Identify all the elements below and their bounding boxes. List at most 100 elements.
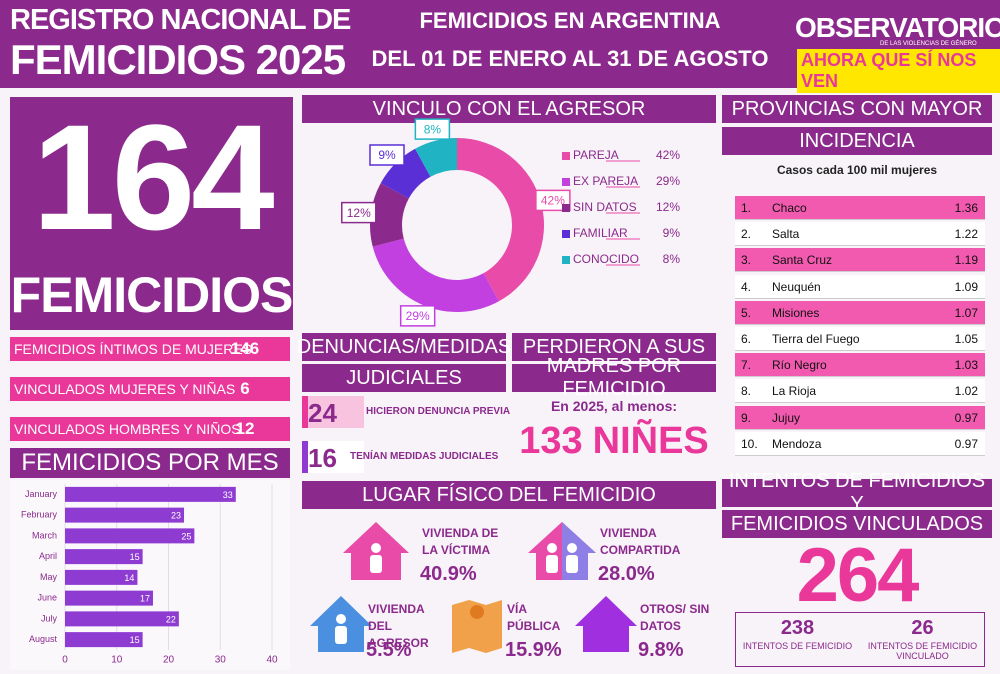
lugar-pct: 40.9% [420,563,477,585]
slice-label-box [414,118,451,140]
house-icon [310,596,372,652]
bar [65,507,185,523]
total-label: FEMICIDIOS [10,267,294,323]
y-tick-label: June [37,593,57,603]
prov-rank: 10. [741,436,758,451]
prov-name: Misiones [772,305,820,320]
prov-row [735,248,985,273]
lugar-label: VÍA PÚBLICA [507,602,561,633]
legend-label: EX PAREJA [573,174,638,188]
intento-label: INTENTOS DE FEMICIDIO [742,641,853,651]
bar [65,569,138,585]
legend-value: 12% [656,200,680,214]
legend-swatch [562,230,570,238]
total-box [10,97,293,330]
madres-value: 133 [519,420,583,462]
bar-value-label: 15 [130,552,140,562]
legend-swatch [562,152,570,160]
bar-value-label: 22 [166,614,176,624]
y-tick-label: May [40,572,58,582]
title-line2: FEMICIDIOS 2025 [10,36,346,83]
prov-rate: 1.22 [954,227,978,242]
x-tick-label: 10 [111,655,123,666]
slice-label: 29% [406,309,430,323]
slice-label-box [535,189,571,212]
bar-value-label: 23 [171,511,181,521]
legend-label: CONOCIDO [573,252,639,266]
legend-value: 9% [663,226,681,240]
bar [65,549,143,565]
y-tick-label: April [39,551,57,561]
prov-rate: 1.09 [954,279,978,294]
prov-row [735,327,985,351]
bar-value-label: 33 [223,490,233,500]
breakdown-bar [10,417,290,441]
bar-value-label: 25 [181,531,191,541]
madres-note: En 2025, al menos: [550,398,678,414]
legend-value: 8% [663,252,681,266]
prov-name: Neuquén [772,279,821,294]
donut-slice [380,148,431,199]
breakdown-bar [10,377,290,401]
prov-row [735,300,985,325]
legend-label: SIN DATOS [573,200,637,214]
prov-rate: 1.07 [954,305,978,320]
slice-label-box [369,144,405,166]
prov-rank: 8. [741,384,752,399]
prov-rate: 0.97 [954,410,978,425]
prov-name: Tierra del Fuego [772,332,860,346]
x-tick-label: 40 [266,655,278,666]
bar-value-label: 15 [130,635,140,645]
prov-rank: 2. [741,227,752,242]
bar [65,611,179,627]
prov-row [735,274,985,299]
map-icon [452,600,502,653]
prov-rate: 1.36 [954,201,978,215]
breakdown-label: VINCULADOS MUJERES Y NIÑAS [14,381,236,397]
intentos-box [735,612,985,667]
x-tick-label: 20 [163,655,175,666]
intentos-total: 264 [796,532,920,618]
prov-rank: 9. [741,410,752,425]
slice-label-box [399,305,436,327]
prov-name: Río Negro [772,358,827,373]
slice-label: 12% [347,206,371,220]
prov-row [735,353,985,378]
lugar-label: VIVIENDA DEL AGRESOR [368,602,429,650]
legend-label: FAMILIAR [573,226,628,240]
prov-rate: 1.19 [954,253,978,268]
prov-name: Mendoza [772,436,822,451]
legend-value: 42% [656,148,680,162]
slice-label: 9% [378,148,396,162]
bar [65,528,195,544]
denuncia-label: HICIERON DENUNCIA PREVIA [366,406,511,417]
prov-row [735,405,985,430]
prov-rate: 1.05 [954,332,978,346]
donut-title: VINCULO CON EL AGRESOR [302,95,716,123]
x-tick-label: 30 [215,655,227,666]
madres-count: 133 NIÑES [512,420,716,463]
slice-label-box [341,201,377,224]
y-tick-label: March [32,530,57,540]
prov-subtitle: Casos cada 100 mil mujeres [776,163,938,177]
breakdown-value: 146 [230,339,260,358]
intento-value: 26 [911,617,934,639]
breakdown-label: VINCULADOS HOMBRES Y NIÑOS [14,421,241,437]
prov-rate: 1.02 [954,384,978,399]
x-tick-label: 0 [62,655,68,666]
total-value: 164 [32,92,274,261]
house-icon [343,522,409,580]
prov-rate: 0.97 [954,436,978,451]
donut-slice [415,138,457,177]
denuncia-value: 24 [308,398,337,428]
bar [65,632,143,648]
prov-row [735,196,985,220]
denuncias-title: JUDICIALES [302,364,506,392]
prov-rank: 1. [741,201,752,215]
legend-value: 29% [656,174,680,188]
lugar-title: LUGAR FÍSICO DEL FEMICIDIO [302,481,716,509]
prov-name: Salta [772,227,800,242]
house-icon [528,522,596,580]
madres-title: PERDIERON A SUS [512,333,716,361]
